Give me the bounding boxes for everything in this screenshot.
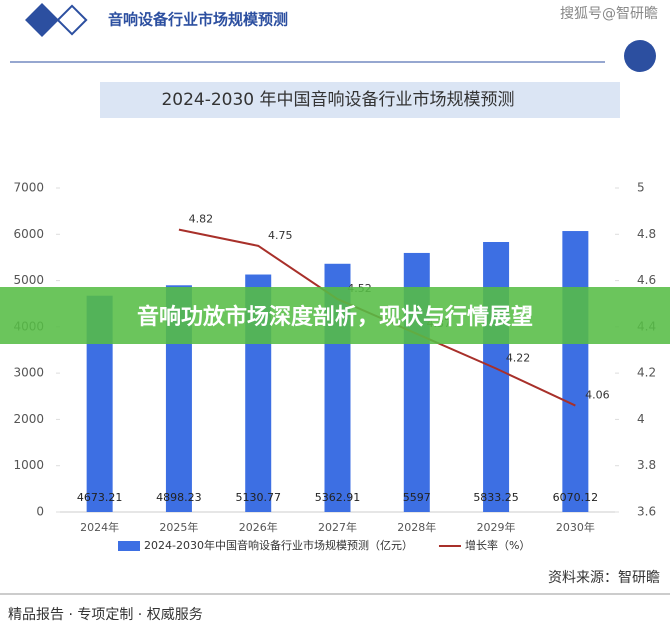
y2-tick-label: 3.6: [637, 505, 656, 519]
legend-label: 增长率（%）: [465, 538, 530, 552]
y2-tick-label: 4.6: [637, 273, 656, 287]
banner-text: 音响功放市场深度剖析，现状与行情展望: [137, 304, 533, 330]
x-tick-label: 2029年: [477, 520, 516, 534]
logo: [25, 3, 88, 37]
bar-label: 4898.23: [156, 491, 202, 504]
watermark: 搜狐号@智研瞻: [560, 5, 658, 22]
y2-tick-label: 3.8: [637, 458, 656, 472]
x-tick-label: 2028年: [397, 520, 436, 534]
legend-swatch: [118, 541, 140, 551]
bar-label: 4673.21: [77, 491, 123, 504]
y-tick-label: 0: [36, 505, 44, 519]
y2-tick-label: 5: [637, 181, 645, 195]
footer: 精品报告 · 专项定制 · 权威服务: [8, 607, 203, 623]
bar: [483, 242, 510, 513]
bar-label: 6070.12: [553, 491, 599, 504]
brand-logo: [624, 40, 656, 72]
y-tick-label: 6000: [13, 227, 44, 241]
chart-title: 2024-2030 年中国音响设备行业市场规模预测: [161, 90, 514, 110]
line-label: 4.75: [268, 229, 293, 242]
bar: [562, 231, 589, 512]
x-tick-label: 2024年: [80, 520, 119, 534]
y-tick-label: 5000: [13, 273, 44, 287]
header-title: 音响设备行业市场规模预测: [108, 11, 288, 29]
y2-tick-label: 4.2: [637, 366, 656, 380]
x-tick-label: 2030年: [556, 520, 595, 534]
title-box: [100, 82, 620, 118]
y2-tick-label: 4.8: [637, 227, 656, 241]
bar-label: 5597: [403, 491, 431, 504]
chart: 010002000300040005000600070003.63.844.24…: [13, 181, 656, 553]
y-tick-label: 7000: [13, 181, 44, 195]
y-tick-label: 1000: [13, 458, 44, 472]
x-tick-label: 2026年: [239, 520, 278, 534]
x-tick-label: 2027年: [318, 520, 357, 534]
line-label: 4.22: [506, 352, 531, 365]
y2-tick-label: 4: [637, 412, 645, 426]
bar-label: 5833.25: [473, 491, 519, 504]
line-label: 4.06: [585, 389, 610, 402]
banner: [0, 287, 670, 344]
bar-label: 5130.77: [235, 491, 281, 504]
legend-label: 2024-2030年中国音响设备行业市场规模预测（亿元）: [144, 538, 413, 552]
bar-label: 5362.91: [315, 491, 361, 504]
y-tick-label: 3000: [13, 366, 44, 380]
source: 资料来源：智研瞻: [548, 569, 660, 586]
line-label: 4.82: [189, 213, 214, 226]
y-tick-label: 2000: [13, 412, 44, 426]
x-tick-label: 2025年: [159, 520, 198, 534]
